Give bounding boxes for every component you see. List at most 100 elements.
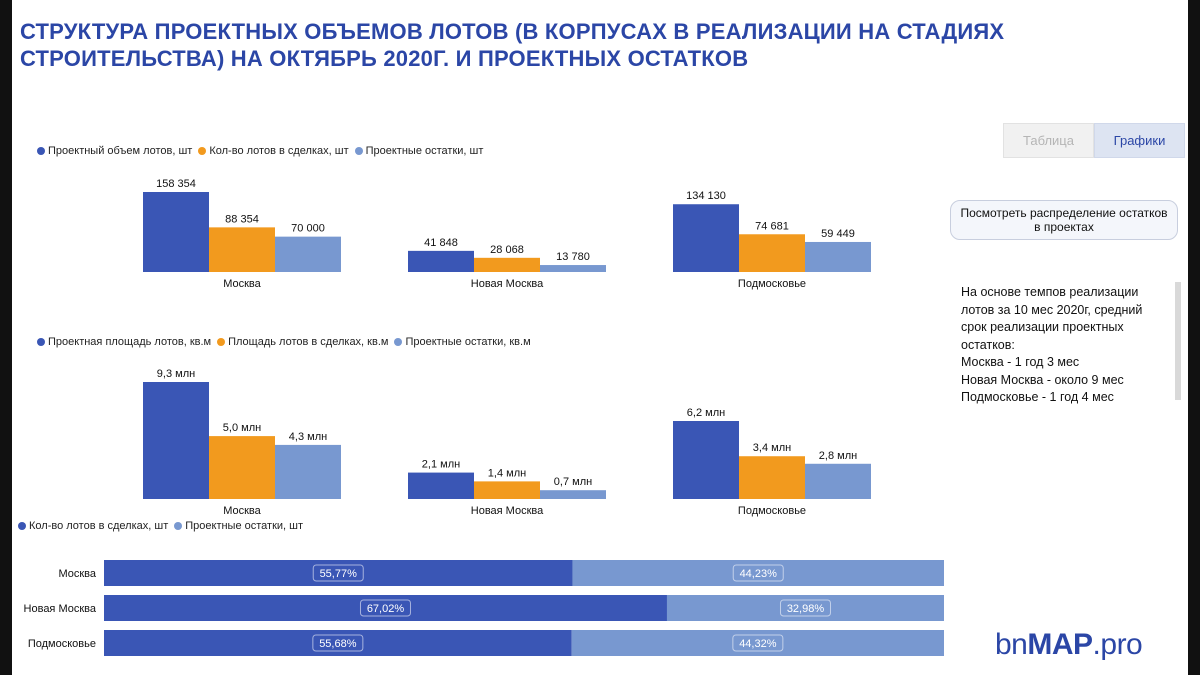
bar-value-label: 2,8 млн	[819, 450, 857, 462]
note-scrollbar[interactable]	[1175, 282, 1181, 400]
bar-value-label: 13 780	[556, 251, 590, 263]
bar-москва-1	[209, 436, 275, 499]
bar-value-label: 74 681	[755, 220, 789, 232]
bar-новая-москва-2	[540, 265, 606, 272]
legend-item[interactable]: Проектные остатки, шт	[354, 145, 484, 157]
bar-москва-2	[275, 236, 341, 272]
bar-value-label: 6,2 млн	[687, 407, 725, 419]
bar-value-label: 70 000	[291, 223, 325, 235]
bar-value-label: 0,7 млн	[554, 476, 592, 488]
bar-москва-2	[275, 444, 341, 499]
legend-item[interactable]: Проектный объем лотов, шт	[37, 145, 192, 157]
bar-value-label: 158 354	[156, 178, 196, 190]
note-line-new-moscow: Новая Москва - около 9 мес	[961, 372, 1124, 387]
percent-label: 44,32%	[739, 638, 777, 650]
logo-text-map: MAP	[1027, 628, 1093, 661]
logo-text-bn: bn	[995, 628, 1028, 661]
stacked-bar-новая-москва-0	[104, 595, 667, 621]
stacked-bar-новая-москва-1	[666, 595, 944, 621]
screen-frame-right	[1188, 0, 1200, 675]
stacked-bar-подмосковье-0	[104, 630, 572, 656]
percent-label-box	[312, 634, 364, 652]
percent-label: 55,77%	[320, 568, 358, 580]
bar-подмосковье-1	[739, 456, 805, 499]
legend-item[interactable]: Площадь лотов в сделках, кв.м	[217, 336, 388, 348]
legend-item[interactable]: Проектные остатки, шт	[174, 520, 303, 532]
legend-marker	[354, 147, 363, 155]
percent-label: 32,98%	[787, 603, 825, 615]
bar-value-label: 88 354	[225, 213, 259, 225]
bar-москва-1	[209, 227, 275, 272]
legend-item[interactable]: Проектная площадь лотов, кв.м	[37, 336, 211, 348]
note-intro: На основе темпов реализации лотов за 10 …	[961, 285, 1143, 352]
bnmap-logo: bnMAP.pro	[995, 628, 1143, 662]
bar-новая-москва-0	[408, 250, 474, 272]
bar-value-label: 28 068	[490, 244, 524, 256]
legend-marker	[217, 338, 226, 346]
category-label: Новая Москва	[471, 505, 544, 517]
percent-label-box	[359, 599, 411, 617]
legend-item[interactable]: Кол-во лотов в сделках, шт	[18, 520, 168, 532]
percent-label-box	[312, 564, 364, 582]
category-label: Новая Москва	[471, 278, 544, 290]
legend-marker	[174, 522, 183, 530]
bar-value-label: 3,4 млн	[753, 442, 791, 454]
percent-label: 55,68%	[319, 638, 357, 650]
bar-новая-москва-1	[474, 257, 540, 272]
legend-marker	[37, 338, 45, 346]
legend-label: Кол-во лотов в сделках, шт	[209, 145, 349, 157]
category-label: Подмосковье	[738, 278, 806, 290]
legend-label: Проектные остатки, кв.м	[405, 336, 531, 348]
legend-label: Проектные остатки, шт	[365, 145, 484, 157]
bar-value-label: 9,3 млн	[157, 368, 195, 380]
stacked-bar-москва-1	[572, 560, 944, 586]
bar-value-label: 2,1 млн	[422, 459, 460, 471]
bar-подмосковье-0	[673, 421, 739, 499]
bar-value-label: 1,4 млн	[488, 467, 526, 479]
screen-frame-left	[0, 0, 12, 675]
logo-text-pro: .pro	[1092, 628, 1143, 661]
legend-label: Кол-во лотов в сделках, шт	[29, 520, 169, 532]
bar-москва-0	[143, 192, 209, 272]
bar-новая-москва-0	[408, 472, 474, 499]
bar-value-label: 59 449	[821, 228, 855, 240]
bar-подмосковье-1	[739, 234, 805, 272]
view-distribution-button[interactable]: Посмотреть распределение остатков в прое…	[950, 200, 1178, 240]
bar-новая-москва-1	[474, 481, 540, 499]
bar-подмосковье-2	[805, 463, 871, 499]
row-label: Новая Москва	[24, 603, 97, 615]
legend-label: Проектный объем лотов, шт	[48, 145, 193, 157]
percent-label: 44,23%	[740, 568, 778, 580]
legend-marker	[394, 338, 403, 346]
chart-3-legend: Кол-во лотов в сделках, шт Проектные оста…	[18, 520, 309, 532]
percent-label-box	[732, 634, 784, 652]
legend-item[interactable]: Кол-во лотов в сделках, шт	[198, 145, 349, 157]
bar-value-label: 134 130	[686, 190, 726, 202]
legend-label: Проектные остатки, шт	[185, 520, 304, 532]
legend-marker	[37, 147, 45, 155]
category-label: Москва	[223, 278, 261, 290]
bar-value-label: 4,3 млн	[289, 431, 327, 443]
chart-1-legend: Проектный объем лотов, шт Кол-во лотов в …	[37, 145, 489, 157]
note-line-moscow: Москва - 1 год 3 мес	[961, 355, 1080, 369]
percent-label-box	[779, 599, 831, 617]
implementation-term-note: На основе темпов реализации лотов за 10 …	[961, 284, 1161, 407]
legend-label: Площадь лотов в сделках, кв.м	[228, 336, 389, 348]
percent-label-box	[732, 564, 784, 582]
bar-value-label: 41 848	[424, 237, 458, 249]
legend-item[interactable]: Проектные остатки, кв.м	[394, 336, 531, 348]
stacked-bar-подмосковье-1	[571, 630, 944, 656]
bar-новая-москва-2	[540, 490, 606, 499]
tab-table[interactable]: Таблица	[1003, 123, 1094, 158]
category-label: Подмосковье	[738, 505, 806, 517]
tab-charts[interactable]: Графики	[1094, 123, 1185, 158]
page-title: СТРУКТУРА ПРОЕКТНЫХ ОБЪЕМОВ ЛОТОВ (В КОР…	[20, 19, 1005, 71]
stacked-bar-москва-0	[104, 560, 573, 586]
legend-marker	[198, 147, 207, 155]
bar-подмосковье-0	[673, 204, 739, 272]
row-label: Москва	[58, 568, 96, 580]
bar-подмосковье-2	[805, 241, 871, 272]
legend-label: Проектная площадь лотов, кв.м	[48, 336, 212, 348]
chart-2-legend: Проектная площадь лотов, кв.м Площадь лот…	[37, 336, 537, 348]
